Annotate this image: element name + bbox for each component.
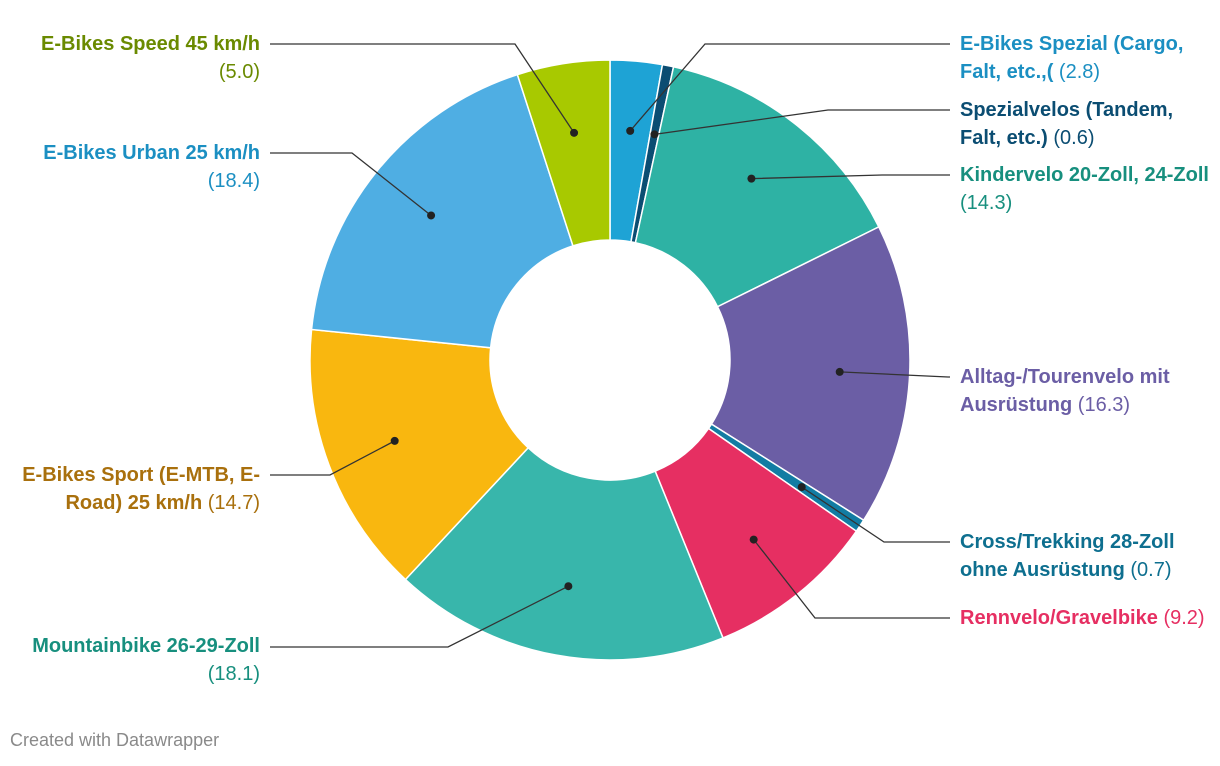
leader-line — [270, 43, 575, 134]
leader-dot — [749, 535, 758, 544]
label-alltag-tourenvelo: Alltag-/Tourenvelo mit Ausrüstung (16.3) — [960, 363, 1210, 419]
donut-slice[interactable] — [634, 65, 880, 308]
donut-slice[interactable] — [404, 446, 724, 661]
leader-dot — [747, 174, 756, 183]
label-value: (18.1) — [207, 663, 260, 685]
leader-line — [654, 109, 950, 135]
label-value: (9.2) — [1163, 607, 1205, 629]
label-kindervelo: Kindervelo 20-Zoll, 24-Zoll (14.3) — [960, 161, 1210, 217]
label-rennvelo: Rennvelo/Gravelbike (9.2) — [960, 604, 1210, 632]
credit-footer: Created with Datawrapper — [10, 730, 220, 750]
label-value: (18.4) — [207, 170, 260, 192]
label-name: Kindervelo 20-Zoll, 24-Zoll — [960, 164, 1209, 186]
label-mountainbike: Mountainbike 26-29-Zoll (18.1) — [10, 632, 260, 688]
leader-line — [270, 585, 569, 648]
label-name: Alltag-/Tourenvelo mit Ausrüstung — [960, 366, 1170, 416]
leader-line — [839, 371, 950, 378]
leader-dot — [835, 367, 844, 376]
leader-line — [270, 440, 395, 476]
label-cross-trekking: Cross/Trekking 28-Zoll ohne Ausrüstung (… — [960, 528, 1210, 584]
label-value: (14.3) — [960, 192, 1013, 214]
label-name: E-Bikes Spezial (Cargo, Falt, etc.,( — [960, 33, 1184, 83]
label-name: E-Bikes Sport (E-MTB, E-Road) 25 km/h — [22, 464, 260, 514]
label-value: (0.6) — [1053, 127, 1095, 149]
label-value: (14.7) — [207, 492, 260, 514]
label-name: Mountainbike 26-29-Zoll — [32, 635, 260, 657]
donut-slice[interactable] — [710, 225, 911, 522]
label-name: E-Bikes Urban 25 km/h — [43, 142, 260, 164]
label-value: (0.7) — [1130, 559, 1172, 581]
label-name: Spezialvelos (Tandem, Falt, etc.) — [960, 99, 1174, 149]
leader-line — [801, 486, 950, 543]
leader-line — [270, 152, 432, 216]
label-e-bikes-speed: E-Bikes Speed 45 km/h (5.0) — [10, 30, 260, 86]
leader-dot — [390, 436, 399, 445]
donut-slice[interactable] — [309, 328, 530, 581]
label-value: (16.3) — [1077, 394, 1131, 416]
leader-dot — [626, 126, 635, 135]
label-spezialvelos: Spezialvelos (Tandem, Falt, etc.) (0.6) — [960, 96, 1210, 152]
label-e-bikes-urban: E-Bikes Urban 25 km/h (18.4) — [10, 139, 260, 195]
label-e-bikes-spezial: E-Bikes Spezial (Cargo, Falt, etc.,( (2.… — [960, 30, 1210, 86]
leader-dot — [564, 582, 573, 591]
leader-dot — [427, 211, 436, 220]
label-value: (2.8) — [1058, 61, 1101, 83]
leader-line — [751, 174, 950, 180]
leader-line — [753, 539, 950, 619]
leader-dot — [797, 483, 806, 492]
label-value: (5.0) — [218, 61, 260, 83]
leader-line — [629, 43, 950, 132]
label-e-bikes-sport: E-Bikes Sport (E-MTB, E-Road) 25 km/h (1… — [10, 461, 260, 517]
donut-slice[interactable] — [310, 73, 574, 349]
donut-slice[interactable] — [516, 59, 611, 247]
leader-dot — [650, 130, 659, 139]
label-name: Rennvelo/Gravelbike — [960, 607, 1158, 629]
donut-slice[interactable] — [654, 427, 858, 639]
leader-dot — [570, 128, 579, 137]
label-name: E-Bikes Speed 45 km/h — [41, 33, 260, 55]
label-name: Cross/Trekking 28-Zoll ohne Ausrüstung — [960, 531, 1175, 581]
